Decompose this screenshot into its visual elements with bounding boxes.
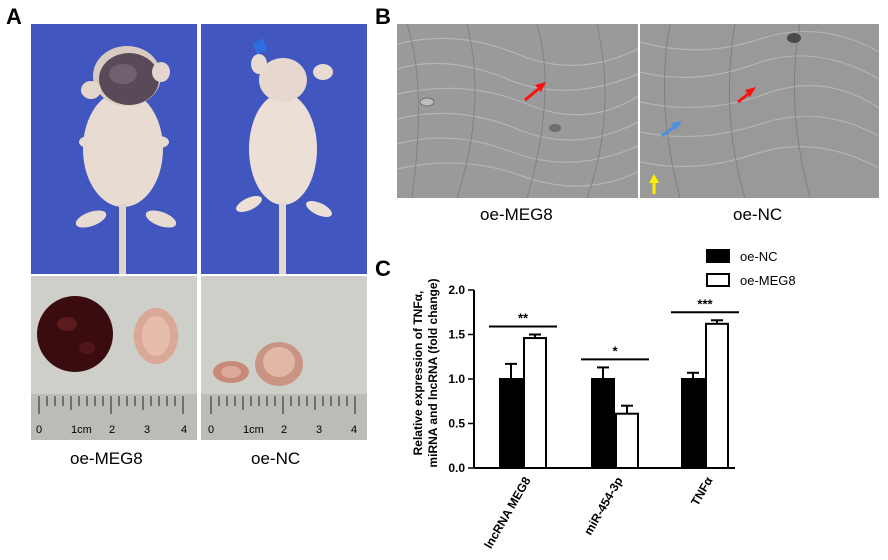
legend-label-oe-MEG8: oe-MEG8 [740, 273, 796, 288]
sig-label-1: * [612, 343, 618, 358]
x-tick-label-0: lncRNA MEG8 [481, 474, 533, 551]
sig-label-0: ** [518, 311, 529, 326]
bar-oe-MEG8-1 [615, 412, 639, 470]
legend-label-oe-NC: oe-NC [740, 249, 778, 264]
tumor-photo-oe-meg8: 0 1cm 2 3 4 [31, 276, 197, 440]
mouse-image-left [31, 24, 197, 274]
mouse-photo-oe-nc [201, 24, 367, 274]
panel-c-letter: C [375, 256, 391, 281]
mouse-image-right [201, 24, 367, 274]
ruler-label-1cm-right: 1cm [243, 424, 264, 436]
tumor-photo-oe-nc: 0 1cm 2 3 4 [201, 276, 367, 440]
panel-a-label-oe-meg8: oe-MEG8 [70, 449, 143, 468]
sig-label-2: *** [697, 296, 713, 311]
mouse-photo-oe-meg8 [31, 24, 197, 274]
ruler-label-0: 0 [36, 424, 43, 436]
panel-a-label-oe-nc: oe-NC [251, 449, 301, 468]
ruler-label-2: 2 [109, 424, 116, 436]
ruler-label-4: 4 [181, 424, 188, 436]
panel-b-label-oe-meg8: oe-MEG8 [480, 205, 553, 224]
y-tick-label-1: 0.5 [448, 417, 465, 431]
legend-swatch-oe-NC [706, 249, 730, 263]
sem-image-oe-meg8 [397, 24, 638, 198]
bar-oe-NC-0 [499, 378, 523, 469]
legend-swatch-oe-MEG8 [706, 273, 730, 287]
ruler-label-4-right: 4 [351, 424, 358, 436]
x-tick-label-2: TNFα [688, 474, 716, 508]
ruler-label-0-right: 0 [208, 424, 215, 436]
y-tick-label-0: 0.0 [448, 461, 465, 475]
ruler-label-1cm: 1cm [71, 424, 92, 436]
tumor-image-right [201, 276, 367, 440]
sem-texture-left [397, 24, 638, 198]
bar-oe-MEG8-0 [523, 337, 547, 469]
sem-texture-right [640, 24, 879, 198]
y-tick-label-4: 2.0 [448, 283, 465, 297]
bar-chart: 0.0 0.5 1.0 1.5 2.0 Relative expression of TN… [400, 240, 870, 555]
y-tick-label-3: 1.5 [448, 328, 465, 342]
ruler-label-3-right: 3 [316, 424, 323, 436]
bar-oe-MEG8-2 [705, 322, 729, 469]
panel-b-label-oe-nc: oe-NC [733, 205, 783, 224]
bar-oe-NC-2 [681, 378, 705, 469]
ruler-label-2-right: 2 [281, 424, 288, 436]
tumor-image-left [31, 276, 197, 440]
bar-oe-NC-1 [591, 378, 615, 469]
y-axis-label-line-1: Relative expression of TNFα, [411, 291, 425, 456]
x-tick-label-1: miR-454-3p [581, 475, 625, 538]
ruler-label-3: 3 [144, 424, 151, 436]
sem-image-oe-nc [640, 24, 879, 198]
y-axis-label-line-2: miRNA and lncRNA (fold change) [426, 278, 440, 467]
panel-b-letter: B [375, 4, 391, 29]
y-tick-label-2: 1.0 [448, 372, 465, 386]
bar-chart-svg: 0.0 0.5 1.0 1.5 2.0 Relative expression of TN… [411, 249, 796, 551]
panel-a-letter: A [6, 4, 22, 29]
